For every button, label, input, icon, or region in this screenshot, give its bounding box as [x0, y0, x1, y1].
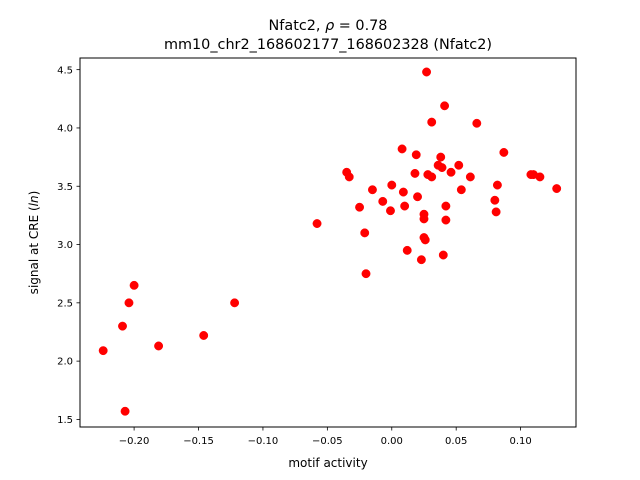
- data-point: [360, 228, 370, 238]
- x-tick-label: −0.10: [248, 436, 279, 447]
- data-point: [230, 298, 240, 308]
- data-point: [416, 255, 426, 265]
- plot-area-frame: [79, 57, 577, 428]
- data-point: [361, 269, 371, 279]
- data-point: [402, 245, 412, 255]
- x-tick-label: 0.10: [509, 436, 531, 447]
- data-point: [436, 152, 446, 162]
- data-point: [154, 341, 164, 351]
- x-axis-ticks: −0.20 −0.15 −0.10 −0.05 0.00 0.05 0.10: [119, 427, 532, 447]
- y-axis-ticks: 1.5 2.0 2.5 3.0 3.5 4.0 4.5: [57, 65, 80, 426]
- data-point: [454, 160, 464, 170]
- data-point: [387, 180, 397, 190]
- data-point: [420, 235, 430, 245]
- data-point: [413, 192, 422, 202]
- y-tick-label: 4.0: [57, 124, 73, 135]
- data-point: [465, 172, 475, 182]
- chart-title-suffix: = 0.78: [334, 18, 387, 34]
- x-tick-label: −0.05: [312, 436, 343, 447]
- y-tick-label: 2.5: [57, 298, 73, 309]
- chart-title-rho: ρ: [325, 18, 334, 34]
- x-axis-label: motif activity: [288, 456, 367, 470]
- data-point: [552, 184, 562, 194]
- data-points: [98, 67, 562, 416]
- data-point: [491, 207, 501, 217]
- data-point: [344, 172, 354, 182]
- data-point: [472, 118, 482, 128]
- data-point: [411, 150, 421, 160]
- data-point: [499, 147, 509, 157]
- data-point: [438, 250, 448, 260]
- data-point: [400, 201, 410, 211]
- y-axis-label-prefix: signal at CRE (: [27, 206, 41, 294]
- data-point: [120, 406, 130, 416]
- data-point: [441, 201, 451, 211]
- data-point: [419, 214, 429, 224]
- data-point: [492, 180, 502, 190]
- data-point: [312, 219, 322, 229]
- data-point: [456, 185, 466, 195]
- y-axis-label: signal at CRE (ln): [27, 191, 41, 295]
- data-point: [427, 117, 437, 127]
- data-point: [98, 346, 108, 356]
- data-point: [535, 172, 545, 182]
- y-tick-label: 4.5: [57, 65, 73, 76]
- y-tick-label: 3.5: [57, 182, 73, 193]
- chart-title-line1: Nfatc2, ρ = 0.78: [269, 18, 388, 34]
- y-tick-label: 1.5: [57, 415, 73, 426]
- chart-title-prefix: Nfatc2,: [269, 18, 326, 34]
- data-point: [422, 67, 432, 77]
- data-point: [118, 321, 127, 331]
- y-tick-label: 3.0: [57, 240, 73, 251]
- data-point: [378, 196, 388, 206]
- data-point: [441, 215, 451, 225]
- data-point: [398, 187, 408, 197]
- data-point: [437, 163, 447, 173]
- data-point: [446, 167, 456, 177]
- data-point: [199, 331, 209, 340]
- x-tick-label: −0.20: [119, 436, 150, 447]
- x-tick-label: 0.05: [445, 436, 467, 447]
- data-point: [427, 172, 437, 182]
- data-point: [410, 168, 420, 178]
- chart-title-line2: mm10_chr2_168602177_168602328 (Nfatc2): [164, 37, 492, 53]
- data-point: [368, 185, 377, 195]
- data-point: [124, 298, 134, 308]
- data-point: [490, 195, 500, 205]
- data-point: [397, 144, 407, 154]
- y-axis-label-suffix: ): [27, 191, 41, 196]
- data-point: [440, 101, 450, 111]
- y-axis-label-italic: ln: [27, 195, 41, 206]
- y-tick-label: 2.0: [57, 357, 73, 368]
- data-point: [386, 206, 395, 216]
- x-tick-label: −0.15: [183, 436, 214, 447]
- data-point: [355, 202, 365, 212]
- data-point: [129, 280, 139, 290]
- x-tick-label: 0.00: [381, 436, 403, 447]
